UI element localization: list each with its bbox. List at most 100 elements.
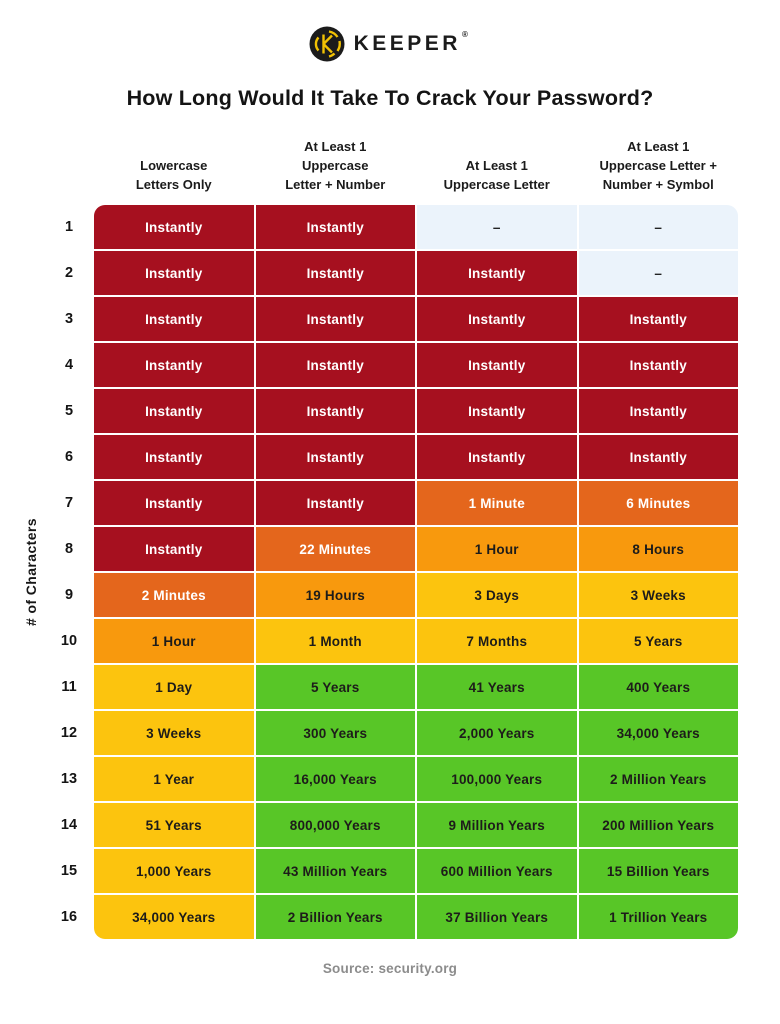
column-headers: Lowercase Letters Only At Least 1 Upperca… — [46, 135, 738, 205]
row-number: 1 — [64, 219, 74, 235]
crack-time-cell: 3 Weeks — [94, 711, 254, 755]
crack-time-cell: 6 Minutes — [578, 481, 738, 525]
crack-time-cell: 41 Years — [417, 665, 577, 709]
crack-time-cell: Instantly — [417, 297, 577, 341]
crack-time-cell: 300 Years — [255, 711, 415, 755]
crack-time-cell: 2 Billion Years — [255, 895, 415, 939]
crack-time-cell: 34,000 Years — [578, 711, 738, 755]
column-header-1: Lowercase Letters Only — [135, 158, 212, 193]
crack-time-cell: 51 Years — [94, 803, 254, 847]
crack-time-cell: Instantly — [94, 205, 254, 249]
table-row: 8 Instantly 22 Minutes 1 Hour 8 Hours — [46, 527, 738, 571]
crack-time-cell: 1 Trillion Years — [578, 895, 738, 939]
crack-time-cell: 9 Million Years — [417, 803, 577, 847]
row-number: 6 — [64, 449, 74, 465]
crack-time-cell: Instantly — [578, 343, 738, 387]
column-header-3: At Least 1 Uppercase Letter — [443, 158, 550, 193]
crack-time-cell: 43 Million Years — [255, 849, 415, 893]
crack-time-cell: 8 Hours — [578, 527, 738, 571]
row-number: 4 — [64, 357, 74, 373]
crack-time-cell: Instantly — [578, 297, 738, 341]
registered-mark: ® — [461, 30, 472, 39]
crack-time-cell: 2 Minutes — [94, 573, 254, 617]
crack-time-cell: 3 Days — [417, 573, 577, 617]
crack-time-table: Lowercase Letters Only At Least 1 Upperca… — [23, 135, 738, 939]
source-text: Source: security.org — [322, 961, 458, 976]
row-number: 12 — [60, 725, 78, 741]
crack-time-cell: 34,000 Years — [94, 895, 254, 939]
crack-time-cell: Instantly — [417, 343, 577, 387]
crack-time-cell: Instantly — [94, 251, 254, 295]
table-row: 7 Instantly Instantly 1 Minute 6 Minutes — [46, 481, 738, 525]
brand-text: KEEPER — [353, 32, 461, 55]
crack-time-cell: 15 Billion Years — [578, 849, 738, 893]
crack-time-cell: 16,000 Years — [255, 757, 415, 801]
crack-time-cell: 37 Billion Years — [417, 895, 577, 939]
table-row: 4 Instantly Instantly Instantly Instantly — [46, 343, 738, 387]
row-number: 3 — [64, 311, 74, 327]
brand-name: KEEPER ® — [353, 30, 472, 56]
crack-time-cell: 1 Year — [94, 757, 254, 801]
crack-time-cell: Instantly — [255, 205, 415, 249]
y-axis-label: # of Characters — [23, 518, 39, 626]
crack-time-cell: 19 Hours — [255, 573, 415, 617]
row-number: 10 — [60, 633, 78, 649]
crack-time-cell: 400 Years — [578, 665, 738, 709]
crack-time-cell: 1 Hour — [417, 527, 577, 571]
crack-time-cell: Instantly — [578, 435, 738, 479]
crack-time-cell: Instantly — [417, 251, 577, 295]
crack-time-cell: Instantly — [255, 389, 415, 433]
crack-time-cell: Instantly — [94, 527, 254, 571]
crack-time-cell: 22 Minutes — [255, 527, 415, 571]
crack-time-cell: 2 Million Years — [578, 757, 738, 801]
row-number: 8 — [64, 541, 74, 557]
crack-time-cell: Instantly — [578, 389, 738, 433]
crack-time-cell: 3 Weeks — [578, 573, 738, 617]
crack-time-grid: # of Characters 1 Instantly Instantly – –2 In… — [23, 205, 738, 939]
crack-time-cell: 5 Years — [255, 665, 415, 709]
table-row: 1 Instantly Instantly – – — [46, 205, 738, 249]
table-row: 6 Instantly Instantly Instantly Instantly — [46, 435, 738, 479]
crack-time-cell: Instantly — [255, 297, 415, 341]
column-header-4: At Least 1 Uppercase Letter + Number + S… — [599, 139, 717, 193]
crack-time-cell: 100,000 Years — [417, 757, 577, 801]
row-number: 15 — [60, 863, 78, 879]
crack-time-cell: Instantly — [94, 389, 254, 433]
table-row: 10 1 Hour 1 Month 7 Months 5 Years — [46, 619, 738, 663]
row-number: 16 — [60, 909, 78, 925]
keeper-circle-k-icon — [309, 26, 345, 62]
table-row: 5 Instantly Instantly Instantly Instantly — [46, 389, 738, 433]
column-header-2: At Least 1 Uppercase Letter + Number — [285, 139, 386, 193]
crack-time-cell: – — [578, 205, 738, 249]
table-row: 11 1 Day 5 Years 41 Years 400 Years — [46, 665, 738, 709]
crack-time-cell: 200 Million Years — [578, 803, 738, 847]
crack-time-cell: Instantly — [94, 297, 254, 341]
table-row: 15 1,000 Years 43 Million Years 600 Million… — [46, 849, 738, 893]
table-row: 9 2 Minutes 19 Hours 3 Days 3 Weeks — [46, 573, 738, 617]
crack-time-cell: 2,000 Years — [417, 711, 577, 755]
row-number: 9 — [64, 587, 74, 603]
page-title: How Long Would It Take To Crack Your Pas… — [126, 86, 654, 110]
table-row: 2 Instantly Instantly Instantly – — [46, 251, 738, 295]
row-number: 11 — [61, 679, 77, 695]
crack-time-cell: Instantly — [417, 435, 577, 479]
crack-time-cell: 5 Years — [578, 619, 738, 663]
row-number: 13 — [60, 771, 78, 787]
table-row: 12 3 Weeks 300 Years 2,000 Years 34,000 Year… — [46, 711, 738, 755]
row-number: 7 — [64, 495, 74, 511]
row-number: 14 — [60, 817, 78, 833]
crack-time-cell: – — [578, 251, 738, 295]
crack-time-cell: Instantly — [255, 435, 415, 479]
crack-time-cell: Instantly — [417, 389, 577, 433]
table-row: 13 1 Year 16,000 Years 100,000 Years 2 Milli… — [46, 757, 738, 801]
crack-time-cell: Instantly — [255, 251, 415, 295]
crack-time-cell: Instantly — [94, 343, 254, 387]
row-number: 2 — [64, 265, 74, 281]
row-number: 5 — [64, 403, 74, 419]
crack-time-cell: Instantly — [94, 481, 254, 525]
crack-time-cell: Instantly — [255, 481, 415, 525]
crack-time-cell: 1 Hour — [94, 619, 254, 663]
crack-time-cell: Instantly — [94, 435, 254, 479]
table-row: 14 51 Years 800,000 Years 9 Million Years 20… — [46, 803, 738, 847]
